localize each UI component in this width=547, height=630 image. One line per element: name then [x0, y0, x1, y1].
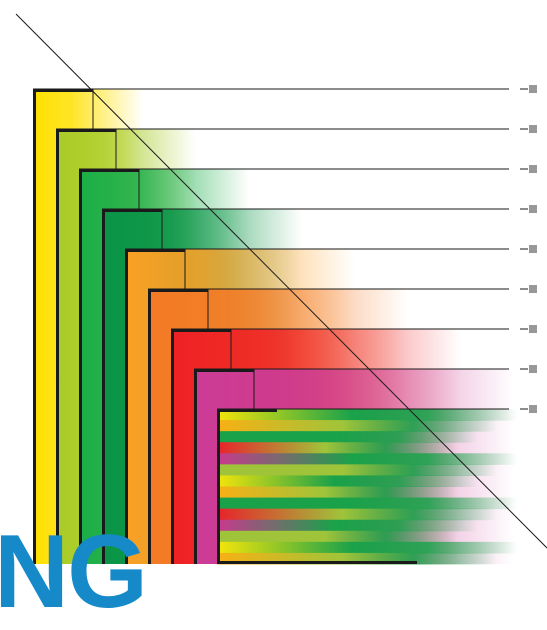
list-tick-icon [520, 125, 537, 133]
orange-band-edge [148, 289, 208, 564]
list-tick-icon [520, 165, 537, 173]
dark-green-band-edge [102, 209, 162, 564]
list-tick-icon [520, 405, 537, 413]
yellow-band-edge [33, 89, 93, 564]
composite-layer [217, 409, 517, 565]
composite-stripe [217, 519, 477, 532]
lime-band-edge [56, 129, 116, 564]
composite-stripe [217, 464, 497, 476]
list-tick-icon [520, 205, 537, 213]
leader-lines-layer [33, 85, 537, 413]
gradient-stack-diagram [15, 13, 547, 565]
light-orange-band-edge [125, 249, 185, 564]
composite-stripe [217, 442, 457, 454]
composite-stripe [217, 431, 477, 443]
composite-stripe [217, 486, 457, 499]
composite-stripe [217, 552, 497, 565]
list-tick-icon [520, 365, 537, 373]
magenta-band-edge [194, 369, 254, 564]
composite-panel-edge [217, 409, 417, 564]
composite-stripe [217, 530, 457, 543]
composite-stripe [217, 541, 517, 554]
list-tick-icon [520, 285, 537, 293]
composite-stripe [217, 508, 497, 521]
list-tick-icon [520, 325, 537, 333]
list-tick-icon [520, 85, 537, 93]
red-band-edge [171, 329, 231, 564]
composite-stripe [217, 409, 517, 421]
logo-wordmark: NG [0, 514, 148, 630]
composite-stripe [217, 475, 477, 487]
list-tick-icon [520, 245, 537, 253]
green-band-edge [79, 169, 139, 564]
composite-stripe [217, 453, 517, 465]
diagonal-line [15, 13, 547, 549]
composite-stripe [217, 497, 517, 510]
composite-stripe [217, 420, 497, 432]
